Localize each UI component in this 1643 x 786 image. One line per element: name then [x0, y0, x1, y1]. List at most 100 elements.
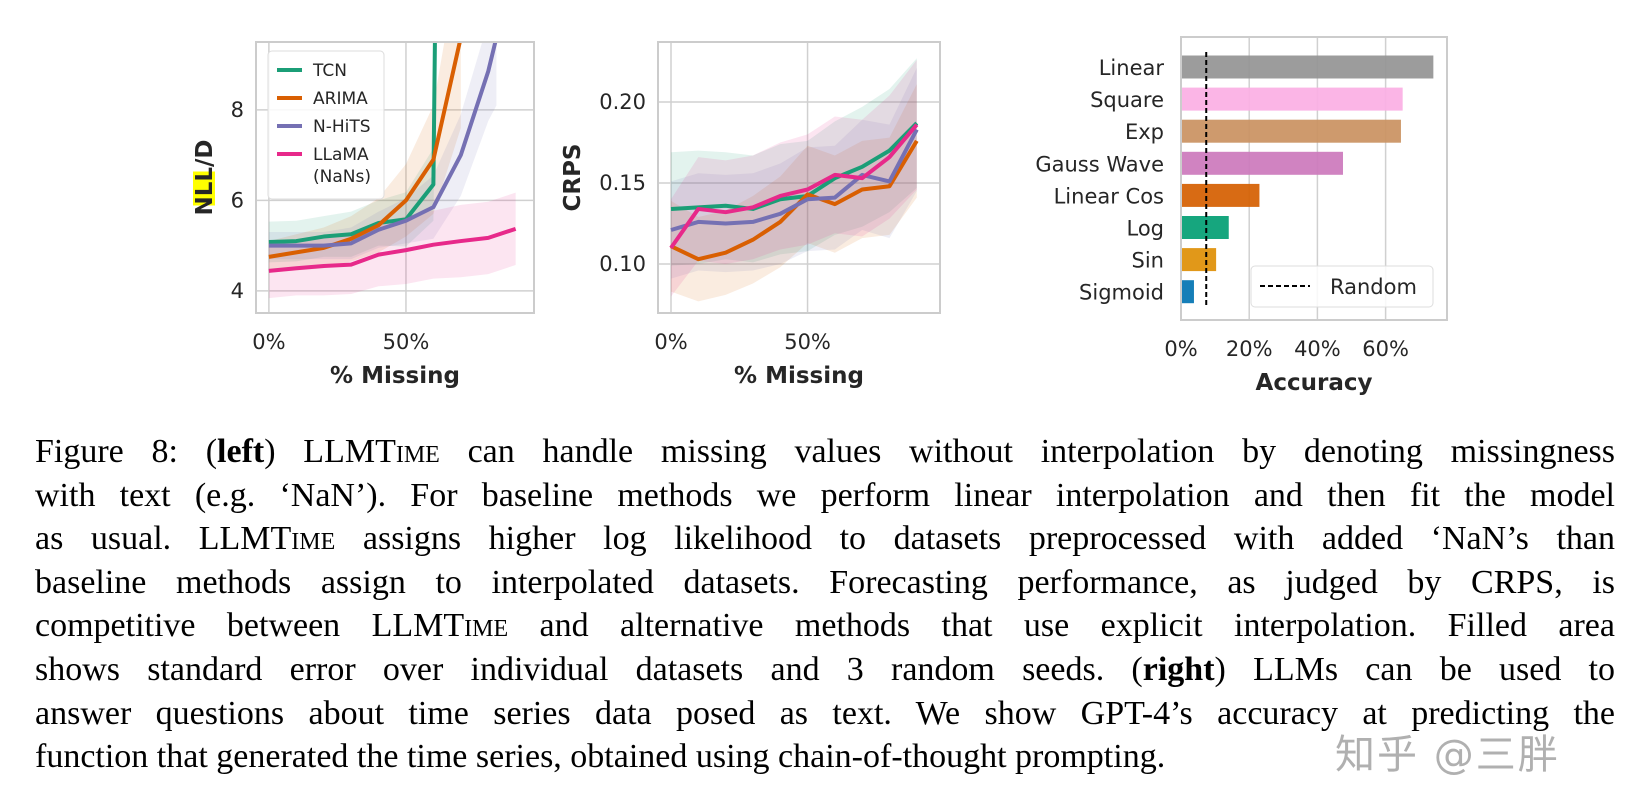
error-band [670, 59, 917, 297]
caption-line: answer questions about time series data … [35, 692, 1615, 736]
caption-line: with text (e.g. ‘NaN’). For baseline met… [35, 474, 1615, 518]
legend-item: TCN [277, 61, 347, 81]
legend-label-line: ARIMA [313, 89, 368, 109]
bar [1181, 248, 1217, 272]
y-tick-label: 4 [231, 279, 244, 303]
x-tick-label: 50% [383, 330, 430, 354]
caption-text: baseline methods assign to interpolated … [35, 563, 1615, 601]
plot-series [268, 42, 517, 299]
caption-line: competitive between LLMTime and alternat… [35, 604, 1615, 648]
figure-caption: Figure 8: (left) LLMTime can handle miss… [35, 430, 1615, 779]
legend-item: N-HiTS [277, 117, 371, 137]
series-line [268, 42, 498, 248]
x-axis-label: % Missing [330, 363, 460, 389]
caption-line: function that generated the time series,… [35, 735, 1615, 779]
series-line [670, 121, 919, 211]
caption-text: ) LLMs can be used to [1214, 650, 1615, 688]
legend-label-line: (NaNs) [313, 167, 371, 187]
legend: TCN ARIMA N-HiTS LLaMA (NaNs) [267, 50, 385, 200]
category-label: Linear Cos [1054, 184, 1164, 208]
bar [1181, 119, 1401, 143]
caption-text: function that generated the time series,… [35, 738, 1166, 776]
legend: Random [1250, 265, 1434, 308]
error-band [268, 42, 436, 263]
caption-text: ) LLMT [264, 433, 396, 470]
x-tick-label: 0% [252, 330, 285, 354]
series-line [268, 42, 462, 259]
caption-text: can handle missing values without interp… [439, 433, 1616, 470]
x-tick-label: 40% [1294, 337, 1341, 361]
y-tick-label: 0.15 [599, 171, 646, 195]
bar [1181, 151, 1343, 175]
caption-text: ime [464, 607, 509, 645]
legend-box [267, 50, 385, 200]
caption-text: ime [395, 433, 440, 470]
series-line [268, 226, 517, 273]
x-tick-label: 60% [1362, 337, 1409, 361]
bar [1181, 183, 1260, 207]
error-band [268, 192, 516, 299]
x-tick-label: 0% [654, 330, 687, 354]
caption-text: Figure 8: ( [35, 433, 218, 470]
x-tick-label: 20% [1226, 337, 1273, 361]
y-tick-label: 6 [231, 188, 244, 212]
legend-label-line: LLaMA [313, 145, 369, 165]
y-tick-label: 0.20 [599, 90, 646, 114]
line-chart-0: 0% 50% 4 6 8 % Missing NLL/D [192, 41, 535, 389]
bar [1181, 280, 1194, 304]
y-tick-label: 0.10 [599, 252, 646, 276]
category-label: Sigmoid [1079, 281, 1164, 305]
caption-text: ime [291, 520, 336, 558]
y-axis-label: NLL/D [192, 139, 218, 215]
x-tick-label: 50% [784, 330, 831, 354]
caption-bold-text: left [217, 433, 265, 470]
plot-frame [1180, 36, 1448, 321]
x-axis-label: Accuracy [1256, 370, 1373, 396]
caption-text: competitive between LLMT [35, 607, 465, 645]
caption-text: assigns higher log likelihood to dataset… [335, 520, 1615, 558]
legend-label: TCN [312, 61, 347, 81]
series-line [669, 123, 919, 249]
caption-line: as usual. LLMTime assigns higher log lik… [35, 517, 1615, 561]
y-tick-label: 8 [231, 98, 244, 122]
legend-label: Random [1330, 275, 1417, 299]
category-label: Linear [1099, 56, 1165, 80]
plot-series [669, 58, 919, 302]
legend-label-line: N-HiTS [313, 117, 371, 137]
legend-item: ARIMA [277, 89, 368, 109]
caption-text: answer questions about time series data … [35, 694, 1615, 732]
line-chart-1: 0% 50% 0.10 0.15 0.20 % Missing CRPS [560, 41, 941, 389]
error-band [670, 58, 917, 266]
category-label: Sin [1132, 249, 1164, 273]
error-band [268, 42, 497, 260]
category-label: Gauss Wave [1035, 152, 1164, 176]
category-label: Log [1126, 217, 1164, 241]
plot-frame [255, 41, 535, 314]
series-line [670, 128, 919, 232]
x-axis-label: % Missing [734, 363, 864, 389]
x-tick-label: 0% [1164, 337, 1197, 361]
category-label: Exp [1125, 120, 1164, 144]
legend-label: LLaMA (NaNs) [313, 145, 371, 187]
caption-text: and alternative methods that use explici… [508, 607, 1615, 645]
legend-label: N-HiTS [313, 117, 371, 137]
bar [1181, 216, 1229, 239]
bar [1181, 55, 1434, 79]
legend-box [1250, 265, 1434, 308]
caption-line: baseline methods assign to interpolated … [35, 561, 1615, 605]
caption-text: with text (e.g. ‘NaN’). For baseline met… [35, 476, 1615, 514]
legend-label: ARIMA [313, 89, 368, 109]
highlight-mark [193, 171, 215, 206]
plot-frame [657, 41, 941, 314]
bar [1181, 87, 1403, 111]
caption-text: as usual. LLMT [35, 520, 292, 558]
category-label: Square [1090, 88, 1164, 112]
caption-line: Figure 8: (left) LLMTime can handle miss… [35, 430, 1615, 474]
y-axis-label: CRPS [560, 143, 586, 211]
watermark: 知乎 @三胖 [1335, 732, 1560, 778]
error-band [670, 67, 917, 279]
caption-bold-text: right [1142, 650, 1215, 688]
legend-item: LLaMA (NaNs) [277, 145, 371, 187]
error-band [268, 42, 461, 273]
series-line [268, 42, 437, 244]
